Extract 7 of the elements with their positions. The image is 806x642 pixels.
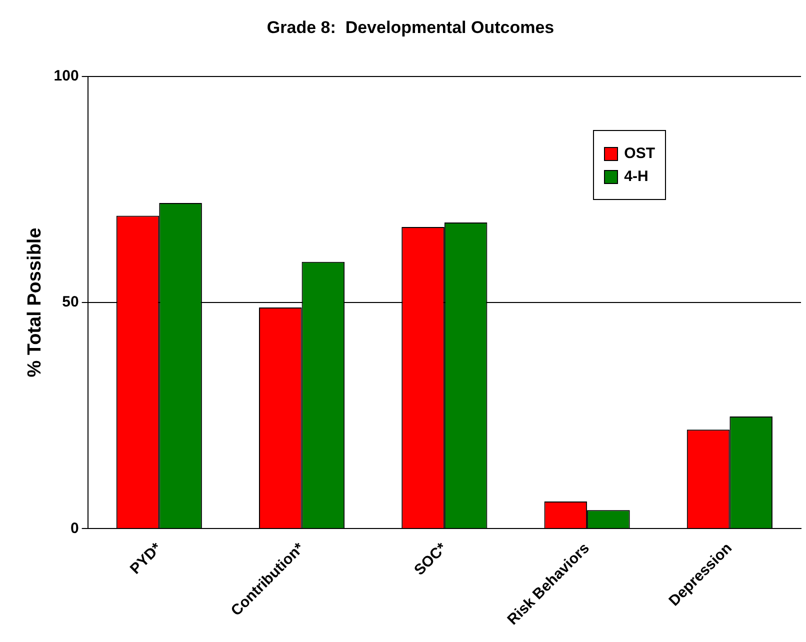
chart-title: Grade 8: Developmental Outcomes xyxy=(266,18,554,37)
legend-label: OST xyxy=(624,145,655,162)
y-axis-title: % Total Possible xyxy=(24,228,46,378)
legend-label: 4-H xyxy=(624,168,648,185)
y-tick-label: 50 xyxy=(62,294,79,311)
y-tick-label: 0 xyxy=(70,520,79,537)
y-tick-label: 100 xyxy=(54,68,79,85)
